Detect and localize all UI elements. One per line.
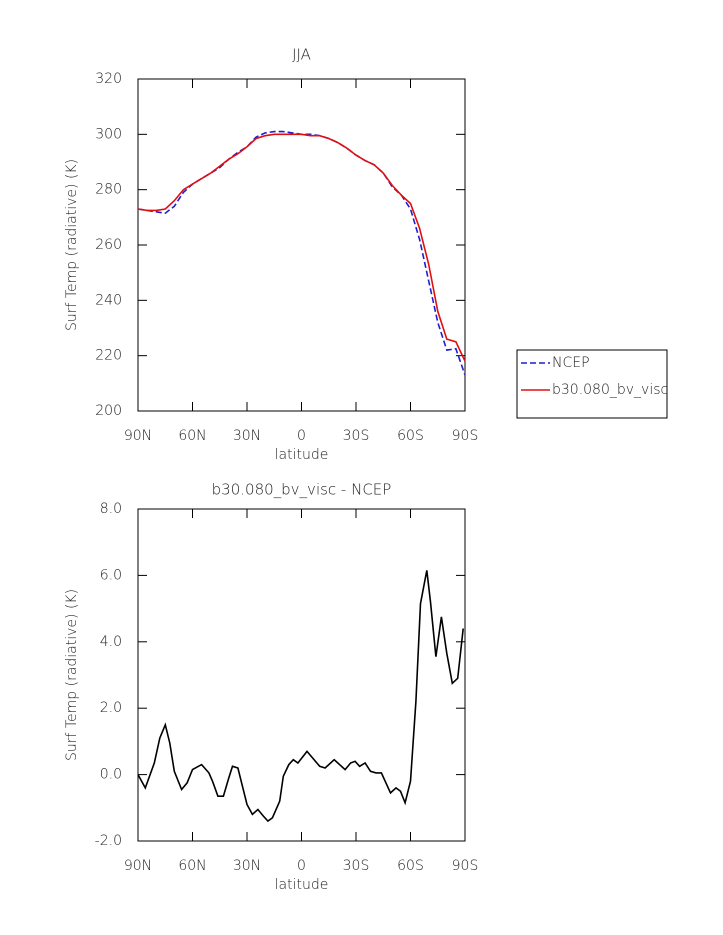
x-tick-label: 0 <box>297 428 306 444</box>
legend-label: NCEP <box>552 355 590 371</box>
plot-frame <box>137 78 466 412</box>
x-tick-label: 90S <box>452 858 479 874</box>
y-tick-label: 240 <box>95 292 122 308</box>
x-tick-label: 30N <box>233 428 261 444</box>
y-tick-label: 260 <box>95 237 122 253</box>
chart-title: JJA <box>292 46 311 64</box>
y-tick-label: 280 <box>95 182 122 198</box>
x-tick-label: 0 <box>297 858 306 874</box>
y-axis-label: Surf Temp (radiative) (K) <box>64 159 80 331</box>
y-tick-label: 6.0 <box>100 567 122 583</box>
y-axis-label: Surf Temp (radiative) (K) <box>64 589 80 761</box>
x-tick-label: 30S <box>343 428 370 444</box>
data-line <box>137 570 464 823</box>
data-line <box>137 130 466 376</box>
y-tick-label: 200 <box>95 403 122 419</box>
y-tick-label: 2.0 <box>100 700 122 716</box>
y-tick-label: 8.0 <box>100 501 122 517</box>
y-tick-label: 220 <box>95 348 122 364</box>
chart-title: b30.080_bv_visc - NCEP <box>212 481 392 499</box>
x-tick-label: 90S <box>452 428 479 444</box>
y-tick-label: -2.0 <box>95 833 122 849</box>
x-tick-label: 60S <box>397 428 424 444</box>
x-tick-label: 30N <box>233 858 261 874</box>
x-tick-label: 60N <box>178 428 206 444</box>
y-tick-label: 4.0 <box>100 634 122 650</box>
x-tick-label: 60N <box>178 858 206 874</box>
y-tick-label: 0.0 <box>100 767 122 783</box>
x-axis-label: latitude <box>275 447 329 463</box>
x-tick-label: 90N <box>124 428 152 444</box>
y-tick-label: 300 <box>95 126 122 142</box>
x-tick-label: 90N <box>124 858 152 874</box>
x-tick-label: 30S <box>343 858 370 874</box>
y-tick-label: 320 <box>95 71 122 87</box>
data-line <box>137 133 466 362</box>
x-axis-label: latitude <box>275 877 329 893</box>
legend-box <box>516 349 668 419</box>
x-tick-label: 60S <box>397 858 424 874</box>
plot-frame <box>137 508 466 842</box>
legend-label: b30.080_bv_visc <box>552 382 668 398</box>
